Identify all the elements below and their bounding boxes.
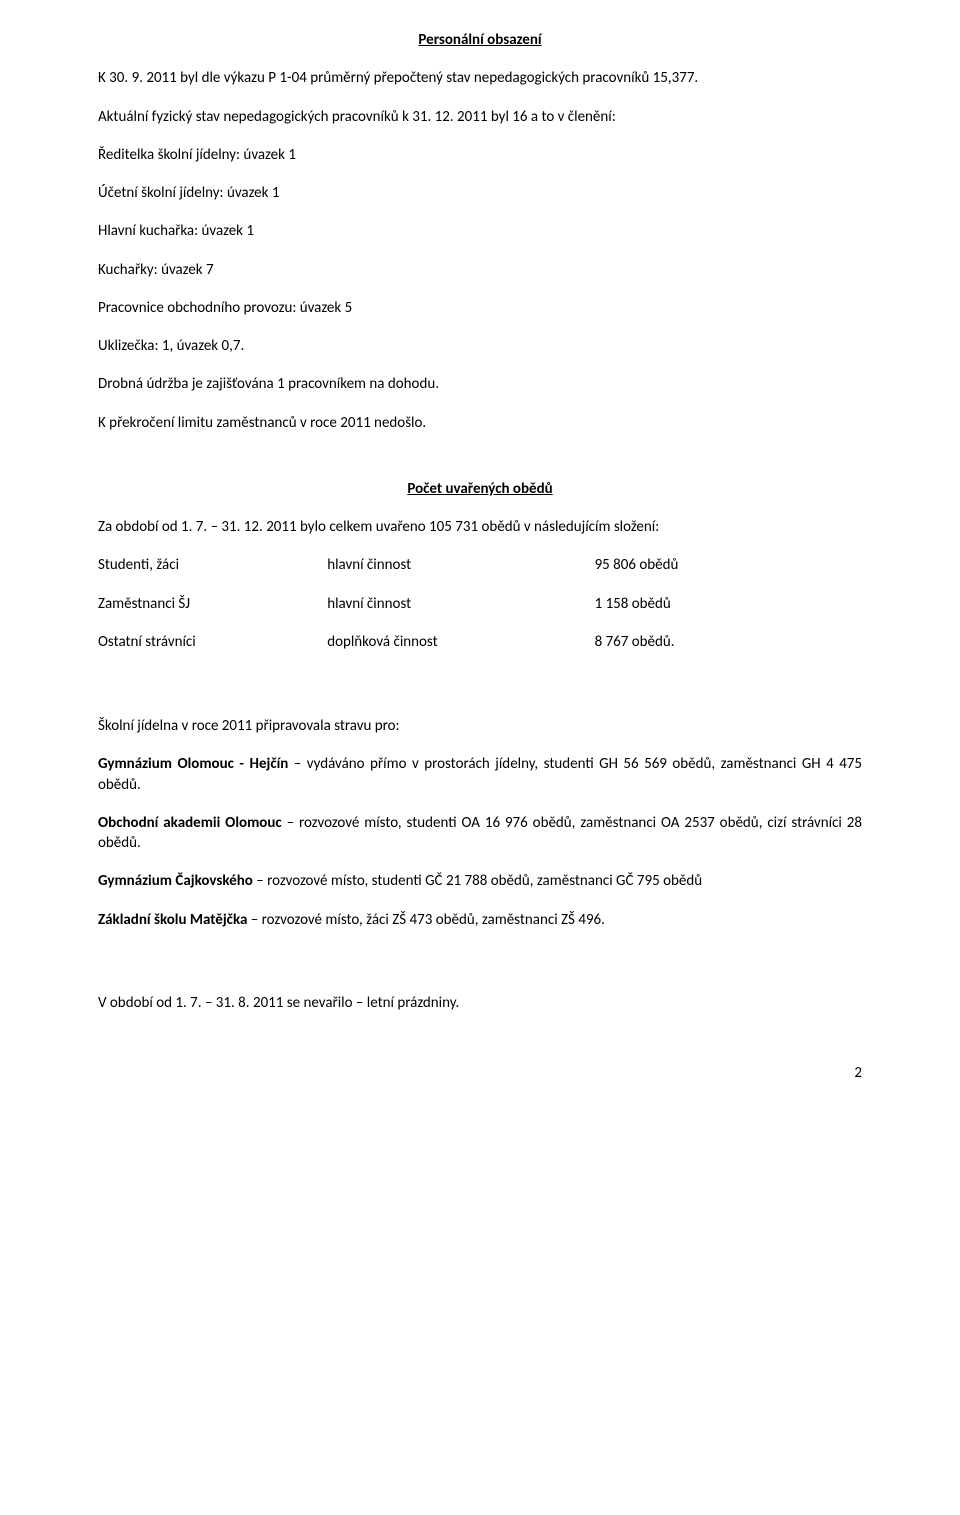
table-row: Ostatní strávníci doplňková činnost 8 76… bbox=[98, 632, 862, 670]
table-cell: Ostatní strávníci bbox=[98, 632, 327, 670]
bold-text: Gymnázium Čajkovského bbox=[98, 872, 253, 890]
paragraph: V období od 1. 7. – 31. 8. 2011 se nevař… bbox=[98, 993, 862, 1013]
paragraph: Aktuální fyzický stav nepedagogických pr… bbox=[98, 107, 862, 127]
section-heading-meals: Počet uvařených obědů bbox=[98, 479, 862, 499]
table-cell: Zaměstnanci ŠJ bbox=[98, 594, 327, 632]
table-cell: 8 767 obědů. bbox=[595, 632, 862, 670]
paragraph: Drobná údržba je zajišťována 1 pracovník… bbox=[98, 374, 862, 394]
bold-text: Základní školu Matějčka bbox=[98, 911, 247, 929]
list-item: Hlavní kuchařka: úvazek 1 bbox=[98, 221, 862, 241]
paragraph: Obchodní akademii Olomouc – rozvozové mí… bbox=[98, 813, 862, 854]
meals-table: Studenti, žáci hlavní činnost 95 806 obě… bbox=[98, 555, 862, 670]
bold-text: Gymnázium Olomouc - Hejčín bbox=[98, 755, 288, 773]
text: – rozvozové místo, studenti GČ 21 788 ob… bbox=[253, 872, 702, 890]
spacer bbox=[98, 948, 862, 993]
paragraph: Za období od 1. 7. – 31. 12. 2011 bylo c… bbox=[98, 517, 862, 537]
spacer bbox=[98, 688, 862, 716]
table-row: Zaměstnanci ŠJ hlavní činnost 1 158 oběd… bbox=[98, 594, 862, 632]
list-item: Kuchařky: úvazek 7 bbox=[98, 260, 862, 280]
paragraph: Gymnázium Čajkovského – rozvozové místo,… bbox=[98, 871, 862, 891]
bold-text: Obchodní akademii Olomouc bbox=[98, 814, 282, 832]
table-row: Studenti, žáci hlavní činnost 95 806 obě… bbox=[98, 555, 862, 593]
list-item: Pracovnice obchodního provozu: úvazek 5 bbox=[98, 298, 862, 318]
page-number: 2 bbox=[98, 1063, 862, 1083]
table-cell: 95 806 obědů bbox=[595, 555, 862, 593]
table-cell: 1 158 obědů bbox=[595, 594, 862, 632]
table-cell: Studenti, žáci bbox=[98, 555, 327, 593]
paragraph: K překročení limitu zaměstnanců v roce 2… bbox=[98, 413, 862, 433]
paragraph: Školní jídelna v roce 2011 připravovala … bbox=[98, 716, 862, 736]
paragraph: K 30. 9. 2011 byl dle výkazu P 1-04 prům… bbox=[98, 68, 862, 88]
paragraph: Základní školu Matějčka – rozvozové míst… bbox=[98, 910, 862, 930]
list-item: Účetní školní jídelny: úvazek 1 bbox=[98, 183, 862, 203]
list-item: Uklizečka: 1, úvazek 0,7. bbox=[98, 336, 862, 356]
section-heading-personnel: Personální obsazení bbox=[98, 30, 862, 50]
spacer bbox=[98, 451, 862, 479]
text: – rozvozové místo, žáci ZŠ 473 obědů, za… bbox=[247, 911, 605, 929]
table-cell: hlavní činnost bbox=[327, 555, 594, 593]
list-item: Ředitelka školní jídelny: úvazek 1 bbox=[98, 145, 862, 165]
table-cell: hlavní činnost bbox=[327, 594, 594, 632]
table-cell: doplňková činnost bbox=[327, 632, 594, 670]
paragraph: Gymnázium Olomouc - Hejčín – vydáváno př… bbox=[98, 754, 862, 795]
